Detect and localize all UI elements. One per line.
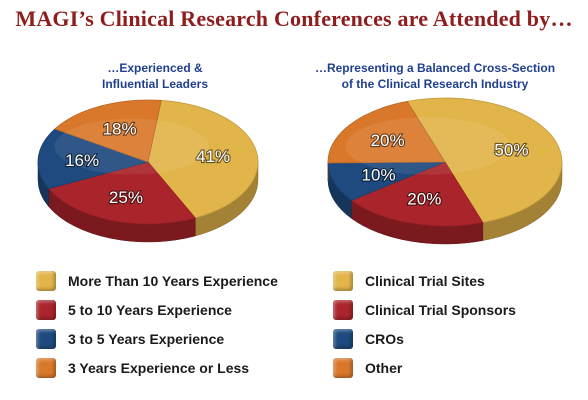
page-title: MAGI’s Clinical Research Conferences are… bbox=[15, 6, 573, 31]
legend-industry: Clinical Trial Sites Clinical Trial Spon… bbox=[333, 266, 516, 382]
chart-right-subtitle-line-1: …Representing a Balanced Cross-Section bbox=[314, 61, 556, 75]
chart-right-subtitle: …Representing a Balanced Cross-Section o… bbox=[290, 60, 580, 92]
legend-experience: More Than 10 Years Experience 5 to 10 Ye… bbox=[36, 266, 278, 382]
legend-swatch bbox=[36, 357, 56, 378]
pie-slice-label: 41% bbox=[196, 147, 230, 166]
legend-swatch bbox=[333, 328, 353, 349]
legend-item: Clinical Trial Sites bbox=[333, 266, 516, 295]
legend-label: 3 Years Experience or Less bbox=[68, 359, 250, 376]
pie-slice-label: 10% bbox=[362, 165, 396, 184]
chart-left-subtitle-line-2: Influential Leaders bbox=[101, 77, 209, 91]
legend-swatch bbox=[333, 357, 353, 378]
pie-slice-label: 16% bbox=[65, 151, 99, 170]
pie-slice bbox=[327, 161, 446, 201]
chart-left-subtitle-line-1: …Experienced & bbox=[107, 61, 203, 75]
legend-label: Clinical Trial Sponsors bbox=[365, 301, 516, 318]
chart-left-subtitle: …Experienced & Influential Leaders bbox=[40, 60, 270, 92]
legend-swatch bbox=[36, 270, 56, 291]
pie-slice bbox=[47, 161, 197, 225]
legend-swatch bbox=[36, 328, 56, 349]
pie-slice-label: 20% bbox=[371, 131, 405, 150]
pie-slice bbox=[54, 99, 162, 163]
pie-slice-label: 25% bbox=[109, 188, 143, 207]
legend-label: Clinical Trial Sites bbox=[365, 272, 485, 289]
pie-highlight bbox=[345, 117, 510, 175]
pie-slice-label: 20% bbox=[407, 190, 441, 209]
legend-label: Other bbox=[365, 359, 403, 376]
pie-slice bbox=[147, 100, 259, 219]
legend-swatch bbox=[333, 299, 353, 320]
pie-slice bbox=[37, 128, 150, 190]
pie-slice bbox=[350, 161, 484, 227]
legend-item: CROs bbox=[333, 324, 516, 353]
legend-label: CROs bbox=[365, 330, 404, 347]
legend-swatch bbox=[36, 299, 56, 320]
legend-item: Clinical Trial Sponsors bbox=[333, 295, 516, 324]
legend-swatch bbox=[333, 270, 353, 291]
pie-slice-label: 50% bbox=[494, 141, 528, 160]
legend-item: Other bbox=[333, 353, 516, 382]
legend-item: More Than 10 Years Experience bbox=[36, 266, 278, 295]
pie-chart-experience: 41% 25% 16%18% bbox=[37, 99, 259, 243]
pie-chart-industry: 50% 20% 10% 20% bbox=[327, 97, 563, 245]
legend-item: 3 to 5 Years Experience bbox=[36, 324, 278, 353]
legend-label: 3 to 5 Years Experience bbox=[68, 330, 225, 347]
chart-right-subtitle-line-2: of the Clinical Research Industry bbox=[341, 77, 529, 91]
legend-label: More Than 10 Years Experience bbox=[68, 272, 278, 289]
pie-slice bbox=[406, 97, 563, 224]
pie-highlight bbox=[54, 118, 209, 175]
legend-item: 5 to 10 Years Experience bbox=[36, 295, 278, 324]
pie-slice bbox=[327, 100, 446, 164]
pie-slice-label: 18% bbox=[103, 119, 137, 138]
legend-item: 3 Years Experience or Less bbox=[36, 353, 278, 382]
legend-label: 5 to 10 Years Experience bbox=[68, 301, 232, 318]
